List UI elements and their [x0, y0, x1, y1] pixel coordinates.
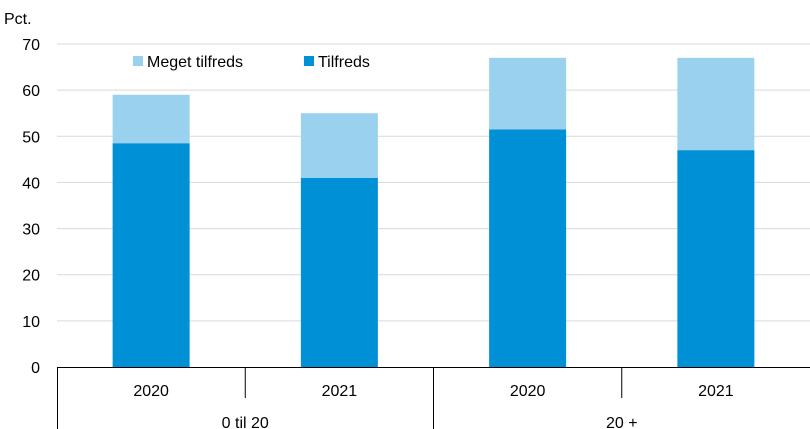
y-tick-labels: 0 10 20 30 40 50 60 70 [22, 37, 40, 377]
y-tick-label: 70 [22, 37, 40, 54]
legend: Meget tilfreds Tilfreds [133, 54, 370, 71]
x-tick-label: 2020 [133, 383, 169, 400]
y-tick-label: 20 [22, 268, 40, 285]
y-tick-label: 0 [31, 360, 40, 377]
bar-segment [112, 143, 190, 367]
legend-swatch [133, 56, 143, 66]
y-tick-label: 40 [22, 175, 40, 192]
bar-segment [300, 113, 378, 178]
y-tick-label: 60 [22, 83, 40, 100]
legend-label: Meget tilfreds [147, 54, 243, 71]
group-label: 0 til 20 [222, 415, 269, 429]
x-tick-label: 2021 [322, 383, 358, 400]
x-tick-label: 2020 [510, 383, 546, 400]
legend-label: Tilfreds [318, 54, 370, 71]
group-label: 20 + [606, 415, 638, 429]
bars [112, 57, 755, 367]
x-axis: 2020 2021 2020 2021 0 til 20 20 + [57, 367, 810, 429]
y-tick-label: 50 [22, 129, 40, 146]
legend-swatch [304, 56, 314, 66]
bar-segment [112, 94, 190, 144]
bar-segment [489, 57, 567, 130]
y-axis-label: Pct. [4, 11, 32, 28]
bar-segment [300, 177, 378, 367]
x-tick-label: 2021 [698, 383, 734, 400]
y-tick-label: 10 [22, 314, 40, 331]
bar-segment [677, 57, 755, 151]
bar-segment [489, 129, 567, 367]
bar-segment [677, 150, 755, 367]
y-tick-label: 30 [22, 222, 40, 239]
